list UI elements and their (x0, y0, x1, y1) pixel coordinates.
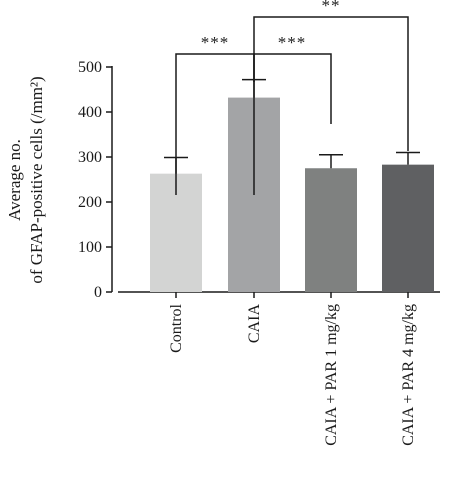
significance-label: ** (322, 0, 341, 15)
y-tick-label: 0 (94, 284, 102, 301)
bar (305, 168, 357, 292)
y-axis-title: Average no. of GFAP-positive cells (/mm²… (5, 76, 46, 283)
y-axis-title-line-2: of GFAP-positive cells (/mm²) (27, 76, 46, 283)
significance-bracket (253, 16, 409, 151)
y-tick-label: 100 (78, 239, 102, 256)
plot-area: 0 100 200 300 400 500 Control CAIA CAIA + PAR 1 … (78, 0, 440, 446)
x-tick-label: CAIA (246, 304, 263, 344)
bar (382, 164, 434, 292)
y-tick-label: 200 (78, 194, 102, 211)
significance-label: *** (278, 33, 307, 52)
x-tick-label: CAIA + PAR 4 mg/kg (400, 304, 417, 446)
y-tick-label: 300 (78, 149, 102, 166)
y-axis-title-line-1: Average no. (5, 139, 24, 221)
x-tick-label: CAIA + PAR 1 mg/kg (323, 304, 340, 446)
significance-label: *** (201, 33, 230, 52)
y-tick-label: 400 (78, 104, 102, 121)
y-tick-label: 500 (78, 59, 102, 76)
significance-bracket (175, 53, 255, 195)
x-tick-label: Control (168, 303, 185, 352)
